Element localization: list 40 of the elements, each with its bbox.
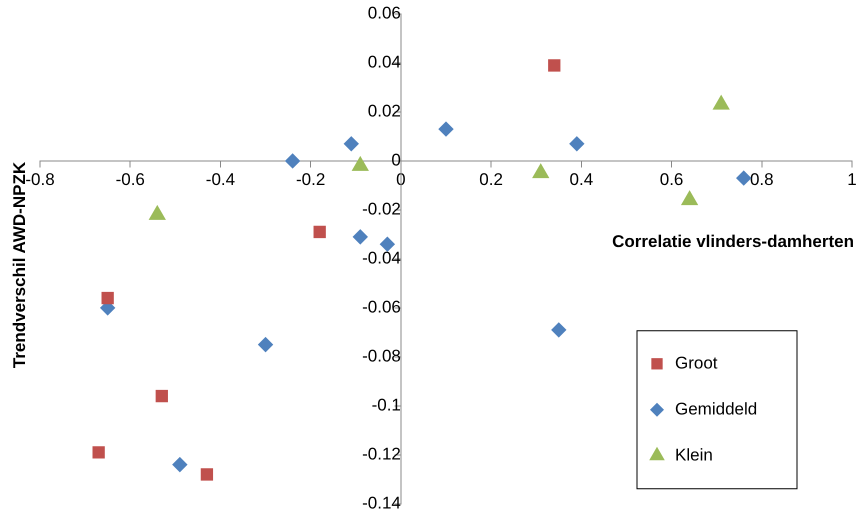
y-tick-label: 0.02 <box>368 102 401 121</box>
y-tick-label: -0.06 <box>362 298 401 317</box>
y-tick-label: -0.04 <box>362 248 401 268</box>
x-tick-label: 0.2 <box>479 170 503 189</box>
x-tick-label: 0.6 <box>660 170 684 189</box>
x-tick-label: 0.8 <box>750 170 774 189</box>
y-tick-label: 0 <box>391 150 401 170</box>
legend-label: Klein <box>675 445 713 464</box>
point <box>569 136 584 152</box>
point <box>285 153 300 168</box>
x-tick-label: -0.4 <box>206 170 236 189</box>
point <box>258 337 274 352</box>
point <box>156 390 168 402</box>
y-tick-label: -0.02 <box>362 200 401 219</box>
point <box>314 226 326 238</box>
point <box>548 59 560 72</box>
x-axis-title: Correlatie vlinders-damherten <box>612 232 854 252</box>
point <box>380 236 395 252</box>
x-tick-label: 1 <box>847 170 857 189</box>
point <box>172 457 188 472</box>
point <box>352 229 368 244</box>
point <box>200 468 214 481</box>
point <box>92 446 105 459</box>
point <box>551 322 566 338</box>
x-tick-label: -0.2 <box>296 170 326 189</box>
legend-label: Gemiddeld <box>675 399 758 418</box>
point <box>736 170 752 186</box>
x-tick-label: 0.4 <box>570 170 594 189</box>
y-tick-label: 0.06 <box>368 4 401 23</box>
y-tick-label: 0.04 <box>368 52 401 72</box>
y-tick-label: -0.12 <box>362 444 401 464</box>
x-tick-label: -0.6 <box>116 170 145 189</box>
y-tick-label: -0.14 <box>362 493 401 512</box>
y-tick-label: -0.1 <box>372 396 401 415</box>
y-tick-label: -0.08 <box>362 346 401 366</box>
point <box>438 122 454 137</box>
x-tick-label: -0.8 <box>25 170 55 189</box>
point <box>344 136 359 152</box>
legend-label: Groot <box>675 353 718 372</box>
point <box>102 292 114 304</box>
